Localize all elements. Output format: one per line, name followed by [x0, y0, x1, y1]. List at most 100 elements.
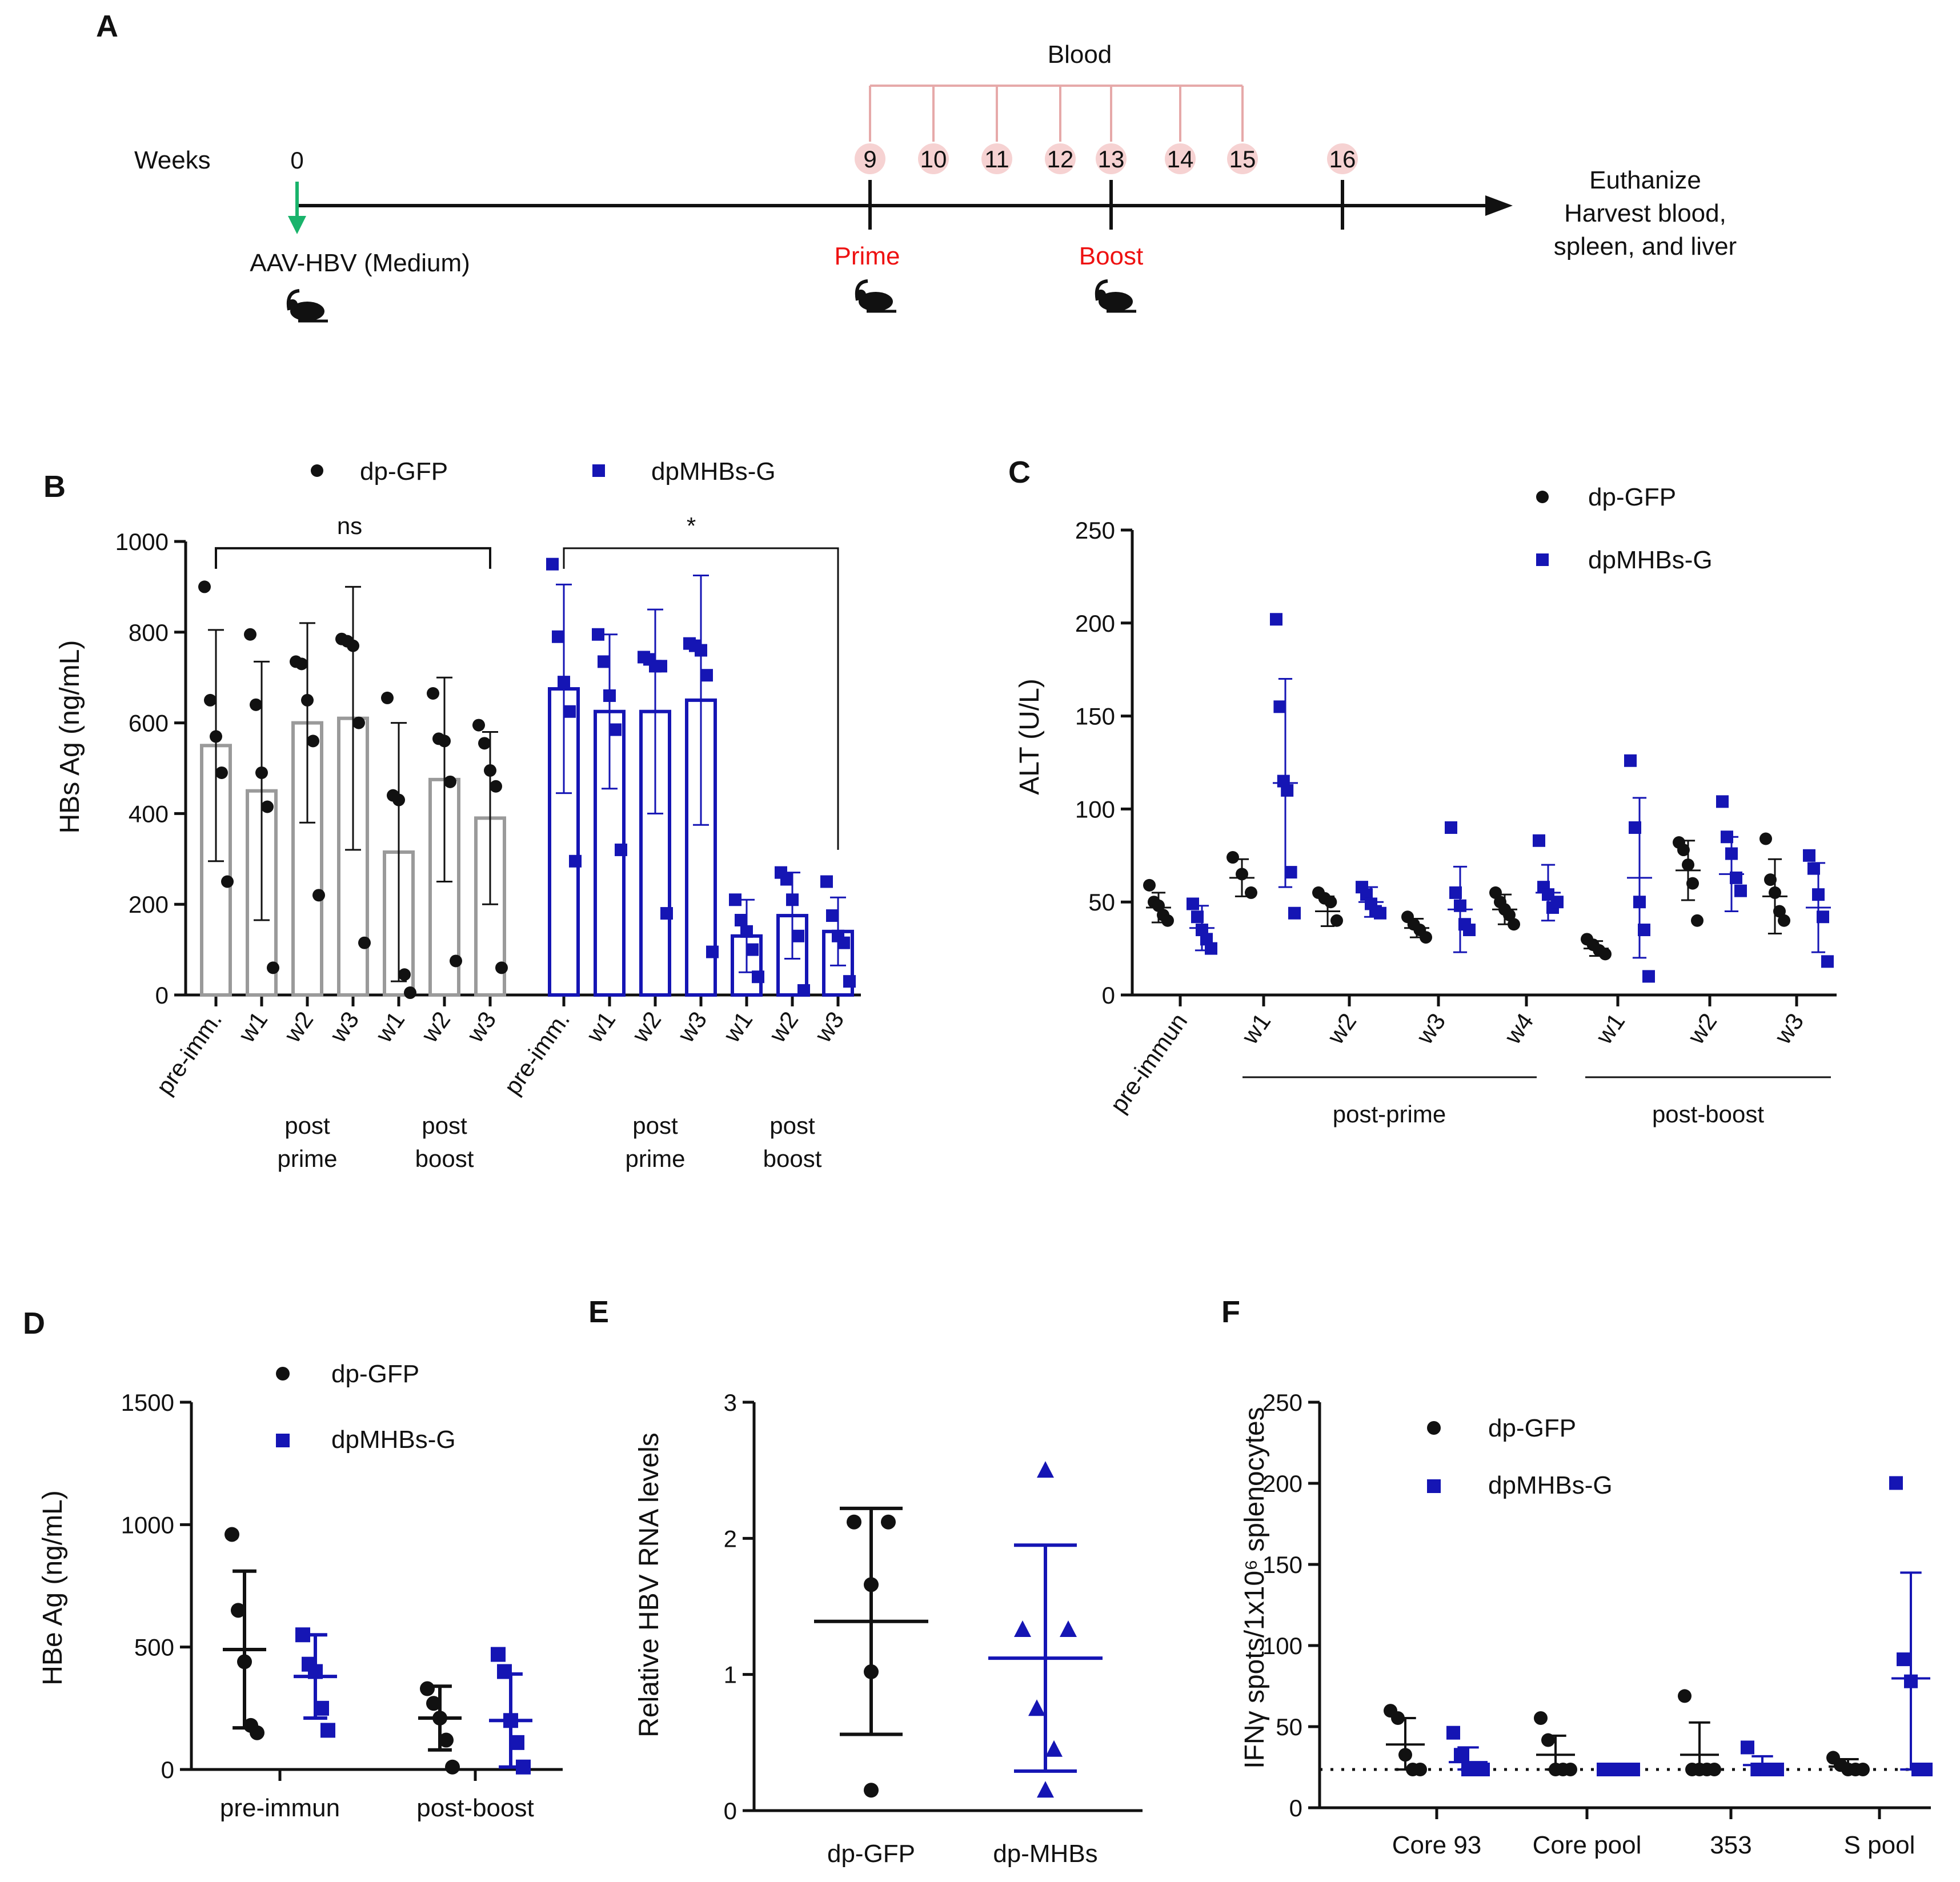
e-marks — [814, 1461, 1103, 1798]
b-point — [295, 657, 308, 671]
f-point — [1889, 1476, 1903, 1490]
b-point — [563, 705, 576, 718]
b-point — [450, 954, 462, 968]
f-y-axis-title: IFNγ spots/1x10⁶ splenocytes — [1240, 1407, 1270, 1768]
f-point — [1446, 1725, 1460, 1740]
c-point — [1374, 906, 1386, 920]
b-sig-bracket-star — [563, 547, 839, 850]
blood-week-marker-12 — [1045, 143, 1076, 174]
f-point — [1476, 1763, 1490, 1776]
b-point — [792, 929, 804, 942]
d-point — [231, 1603, 246, 1618]
c-point — [1686, 877, 1699, 890]
e-y-tick-label: 1 — [724, 1662, 737, 1688]
f-axes: 0 50 100 150 200 250 Core 93 Core pool 353 S pool — [1262, 1389, 1931, 1859]
f-point — [1919, 1763, 1933, 1776]
c-point — [1691, 914, 1704, 927]
f-y-tick-label: 100 — [1262, 1632, 1302, 1659]
b-point — [301, 693, 314, 707]
d-point — [237, 1654, 252, 1670]
d-legend-marker-gfp — [276, 1367, 290, 1381]
blood-week-label-9: 9 — [863, 146, 876, 172]
b-point — [569, 854, 582, 868]
b-group-label-2: boost — [415, 1145, 474, 1172]
d-axes: 0 500 1000 1500 pre-immun post-boost — [121, 1389, 563, 1822]
end-line-2: Harvest blood, — [1564, 199, 1726, 227]
panel-label-a: A — [96, 9, 118, 43]
c-point — [1533, 834, 1545, 847]
mouse-tail — [855, 279, 868, 301]
c-point — [1270, 613, 1282, 626]
f-point — [1897, 1652, 1910, 1667]
mouse-tail — [1095, 279, 1108, 301]
week-16-marker — [1327, 143, 1358, 174]
f-legend-mhbs: dpMHBs-G — [1488, 1471, 1613, 1499]
c-point — [1273, 700, 1286, 713]
b-point — [552, 630, 564, 643]
d-y-tick-label: 1000 — [121, 1511, 174, 1538]
d-y-tick-label: 500 — [134, 1634, 174, 1661]
c-point — [1769, 886, 1781, 899]
d-point — [439, 1732, 454, 1748]
e-point — [1060, 1620, 1077, 1638]
blood-week-label-11: 11 — [984, 146, 1009, 172]
d-legend-mhbs: dpMHBs-G — [331, 1426, 456, 1454]
c-point — [1682, 858, 1694, 872]
b-x-tick-label: w2 — [626, 1006, 666, 1048]
b-x-tick-label: w3 — [809, 1006, 849, 1048]
b-x-tick-label: w2 — [415, 1006, 455, 1048]
b-sig-bracket-ns — [215, 547, 491, 569]
end-line-1: Euthanize — [1589, 166, 1701, 194]
b-point — [255, 766, 268, 779]
c-point — [1330, 914, 1343, 927]
b-point — [752, 970, 764, 984]
f-x-tick-label: S pool — [1844, 1831, 1915, 1859]
d-marks — [223, 1527, 532, 1775]
b-x-tick-label: pre-imm. — [499, 1006, 575, 1099]
c-y-tick-label: 0 — [1102, 982, 1115, 1009]
f-point — [1454, 1748, 1468, 1762]
b-legend-gfp: dp-GFP — [360, 458, 448, 485]
b-y-tick-label: 200 — [129, 891, 169, 918]
b-x-tick-label: pre-imm. — [151, 1006, 227, 1099]
d-y-tick-label: 0 — [161, 1756, 174, 1783]
blood-label: Blood — [1048, 41, 1112, 69]
mouse-icon — [286, 289, 328, 323]
panel-label-c: C — [1008, 455, 1031, 489]
c-point — [1226, 851, 1239, 864]
blood-bracket — [869, 85, 1244, 142]
c-legend-marker-mhbs — [1536, 553, 1549, 566]
c-group-label-boost: post-boost — [1652, 1101, 1764, 1127]
mouse-body — [1099, 292, 1133, 311]
b-point — [837, 936, 850, 949]
c-point — [1759, 832, 1772, 845]
b-point — [358, 936, 371, 949]
c-point — [1764, 873, 1777, 886]
c-point — [1445, 821, 1457, 834]
b-legend-marker-mhbs — [592, 464, 605, 477]
f-x-tick-label: 353 — [1710, 1831, 1751, 1859]
c-point — [1324, 896, 1337, 909]
d-point — [497, 1664, 512, 1679]
b-point — [495, 961, 508, 974]
c-legend-marker-gfp — [1536, 491, 1549, 503]
f-y-tick-label: 200 — [1262, 1470, 1302, 1497]
f-marks — [1384, 1476, 1933, 1776]
b-point — [221, 875, 234, 888]
b-marks — [198, 557, 856, 1000]
d-x-tick-label: post-boost — [416, 1794, 534, 1822]
b-group-label-1: post — [769, 1112, 815, 1139]
b-sig-star: * — [687, 512, 696, 539]
panel-f: F IFNγ spots/1x10⁶ splenocytes dp-GFP dp… — [1221, 1295, 1933, 1859]
e-point — [864, 1577, 879, 1592]
e-y-axis-title: Relative HBV RNA levels — [634, 1432, 664, 1737]
b-point — [592, 628, 604, 641]
c-x-tick-label: w2 — [1321, 1008, 1361, 1049]
panel-label-d: D — [23, 1306, 45, 1341]
b-y-tick-label: 1000 — [115, 528, 169, 555]
c-point — [1821, 955, 1834, 968]
f-point — [1626, 1763, 1640, 1776]
b-point — [347, 639, 359, 652]
blood-week-marker-15 — [1227, 143, 1258, 174]
d-point — [426, 1696, 441, 1711]
